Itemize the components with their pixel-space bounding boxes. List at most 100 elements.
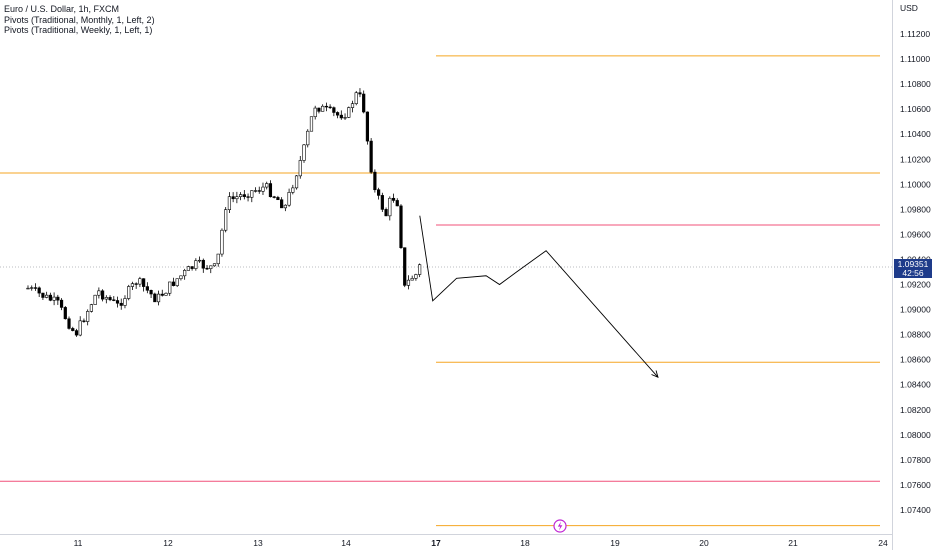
candle-body	[395, 200, 399, 207]
projection-path	[419, 215, 659, 378]
candle-body	[93, 294, 97, 305]
price-tick-label: 1.11000	[900, 54, 930, 64]
candle-body	[373, 171, 377, 191]
candle-body	[142, 278, 146, 287]
candle-body	[246, 196, 250, 198]
bar-countdown: 42:56	[902, 268, 924, 278]
candle-body	[309, 116, 314, 132]
candle-body	[313, 107, 317, 118]
candle-body	[45, 294, 49, 298]
candle-body	[209, 265, 213, 269]
candle-body	[100, 290, 105, 300]
candle-body	[276, 197, 280, 201]
candle-body	[291, 187, 295, 193]
candle-body	[242, 194, 246, 197]
candle-body	[197, 259, 202, 262]
pivot-levels	[0, 55, 880, 527]
candle-body	[391, 197, 396, 201]
candle-body	[354, 92, 358, 104]
price-tick-label: 1.08800	[900, 330, 931, 340]
candle-body	[194, 260, 198, 269]
candle-body	[160, 293, 164, 296]
price-axis-currency: USD	[900, 3, 918, 13]
current-price-label: 1.09351 42:56	[894, 259, 932, 278]
candle-body	[86, 311, 90, 322]
candle-body	[410, 278, 414, 281]
time-tick-label: 19	[610, 538, 620, 548]
symbol-title[interactable]: Euro / U.S. Dollar, 1h, FXCM	[4, 4, 120, 14]
candle-body	[130, 283, 135, 287]
price-tick-label: 1.09800	[900, 204, 931, 214]
candle-body	[216, 253, 220, 265]
candle-body	[328, 106, 332, 109]
candle-body	[108, 297, 112, 301]
time-tick-label: 17	[431, 538, 441, 548]
candle-body	[365, 111, 370, 142]
candle-body	[179, 275, 183, 280]
candle-body	[257, 190, 261, 192]
candle-body	[220, 229, 224, 255]
candle-body	[343, 117, 347, 119]
candle-body	[134, 283, 138, 285]
price-tick-label: 1.10000	[900, 179, 931, 189]
candle-body	[317, 107, 321, 112]
time-tick-label: 20	[699, 538, 709, 548]
candle-body	[123, 298, 127, 306]
candle-body	[294, 175, 299, 189]
candle-body	[164, 292, 168, 296]
candle-body	[287, 192, 291, 206]
candle-body	[414, 274, 418, 279]
candle-body	[418, 264, 422, 275]
price-tick-label: 1.09000	[900, 305, 931, 315]
candlestick-series	[26, 88, 422, 337]
candle-body	[265, 183, 269, 188]
candle-body	[261, 186, 265, 192]
candle-body	[138, 278, 142, 285]
price-axis-ticks: 1.11200 1.11000 1.10800 1.10600 1.10400 1.102…	[900, 29, 931, 515]
candle-body	[201, 259, 205, 269]
candle-body	[153, 293, 157, 303]
chart-legend: Euro / U.S. Dollar, 1h, FXCM Pivots (Tra…	[4, 4, 155, 36]
candle-body	[33, 287, 38, 289]
candle-body	[388, 197, 392, 217]
time-tick-label: 11	[74, 538, 83, 548]
price-tick-label: 1.11200	[900, 29, 930, 39]
candle-body	[190, 266, 194, 269]
candle-body	[406, 279, 411, 286]
price-tick-label: 1.08600	[900, 355, 931, 365]
candle-body	[380, 195, 384, 210]
candle-body	[403, 247, 407, 286]
candle-body	[298, 160, 302, 177]
candle-body	[78, 320, 82, 336]
candle-body	[52, 296, 56, 301]
event-icon[interactable]	[553, 519, 567, 533]
time-tick-label: 24	[878, 538, 888, 548]
candle-body	[156, 293, 161, 303]
time-tick-label: 14	[341, 538, 351, 548]
candle-body	[358, 92, 362, 95]
candle-body	[205, 267, 209, 270]
time-tick-label: 18	[520, 538, 530, 548]
indicator-weekly-pivots[interactable]: Pivots (Traditional, Weekly, 1, Left, 1)	[4, 25, 153, 35]
candle-body	[231, 196, 235, 200]
candle-body	[56, 296, 60, 301]
price-tick-label: 1.10400	[900, 129, 931, 139]
price-tick-label: 1.09200	[900, 280, 931, 290]
indicator-monthly-pivots[interactable]: Pivots (Traditional, Monthly, 1, Left, 2…	[4, 14, 155, 25]
price-tick-label: 1.10800	[900, 79, 931, 89]
candle-body	[212, 263, 217, 267]
candle-body	[37, 287, 41, 294]
candle-body	[384, 209, 388, 217]
candle-body	[369, 140, 373, 173]
candle-body	[67, 318, 71, 329]
candle-body	[268, 183, 273, 198]
candle-body	[399, 205, 403, 248]
price-tick-label: 1.08200	[900, 405, 931, 415]
projection-drawing[interactable]	[419, 215, 659, 378]
price-tick-label: 1.07800	[900, 455, 931, 465]
price-tick-label: 1.10600	[900, 104, 931, 114]
candle-body	[302, 144, 306, 161]
candle-body	[41, 292, 45, 298]
candle-body	[119, 302, 123, 306]
